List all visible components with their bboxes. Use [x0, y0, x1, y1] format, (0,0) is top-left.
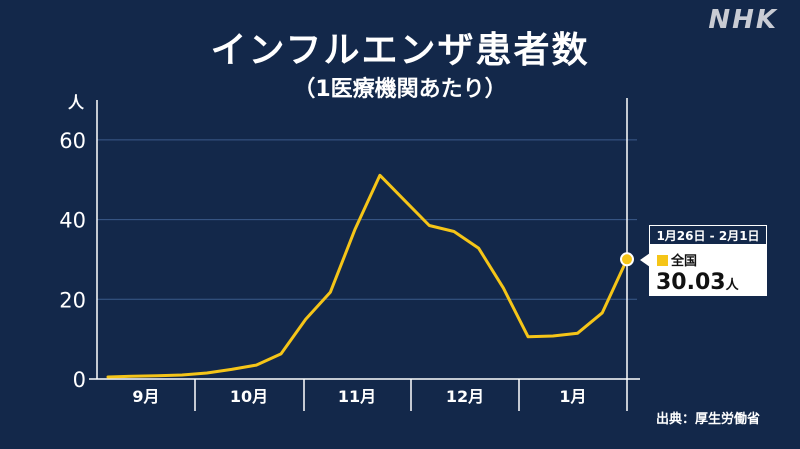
tooltip-value: 30.03: [656, 270, 726, 295]
source-credit: 出典：厚生労働省: [655, 412, 760, 427]
series-line-national: [106, 173, 629, 379]
tooltip-unit: 人: [725, 278, 739, 293]
x-tick-label: 12月: [446, 387, 484, 406]
y-tick-label: 40: [59, 209, 86, 233]
y-tick-label: 60: [59, 129, 86, 153]
highlight-point[interactable]: [620, 252, 634, 267]
chart-subtitle: （1医療機関あたり）: [293, 77, 507, 102]
data-tooltip: 1月26日 - 2月1日 全国 30.03人: [649, 225, 767, 296]
tooltip-period: 1月26日 - 2月1日: [649, 225, 767, 245]
x-tick-label: 11月: [338, 387, 376, 406]
tooltip-series-label: 全国: [671, 254, 698, 269]
series-layer: [106, 173, 634, 379]
y-tick-label: 20: [59, 288, 86, 312]
x-tick-label: 1月: [559, 387, 586, 406]
series-swatch-icon: [657, 255, 668, 266]
tooltip-value-row: 30.03人: [656, 272, 739, 297]
grid-lines: [97, 139, 637, 300]
tooltip-series: 全国: [657, 254, 697, 270]
axes: [89, 98, 640, 411]
tooltip-pointer: [640, 253, 650, 267]
x-tick-label: 9月: [132, 387, 159, 406]
nhk-logo: NHK: [708, 5, 778, 35]
y-tick-label: 0: [73, 368, 86, 392]
axis-labels: 0 20 40 60 人 9月 10月 11月 12月 1月: [59, 93, 586, 406]
chart-title: インフルエンザ患者数: [210, 30, 590, 71]
x-tick-label: 10月: [230, 387, 268, 406]
y-axis-unit: 人: [68, 93, 85, 112]
